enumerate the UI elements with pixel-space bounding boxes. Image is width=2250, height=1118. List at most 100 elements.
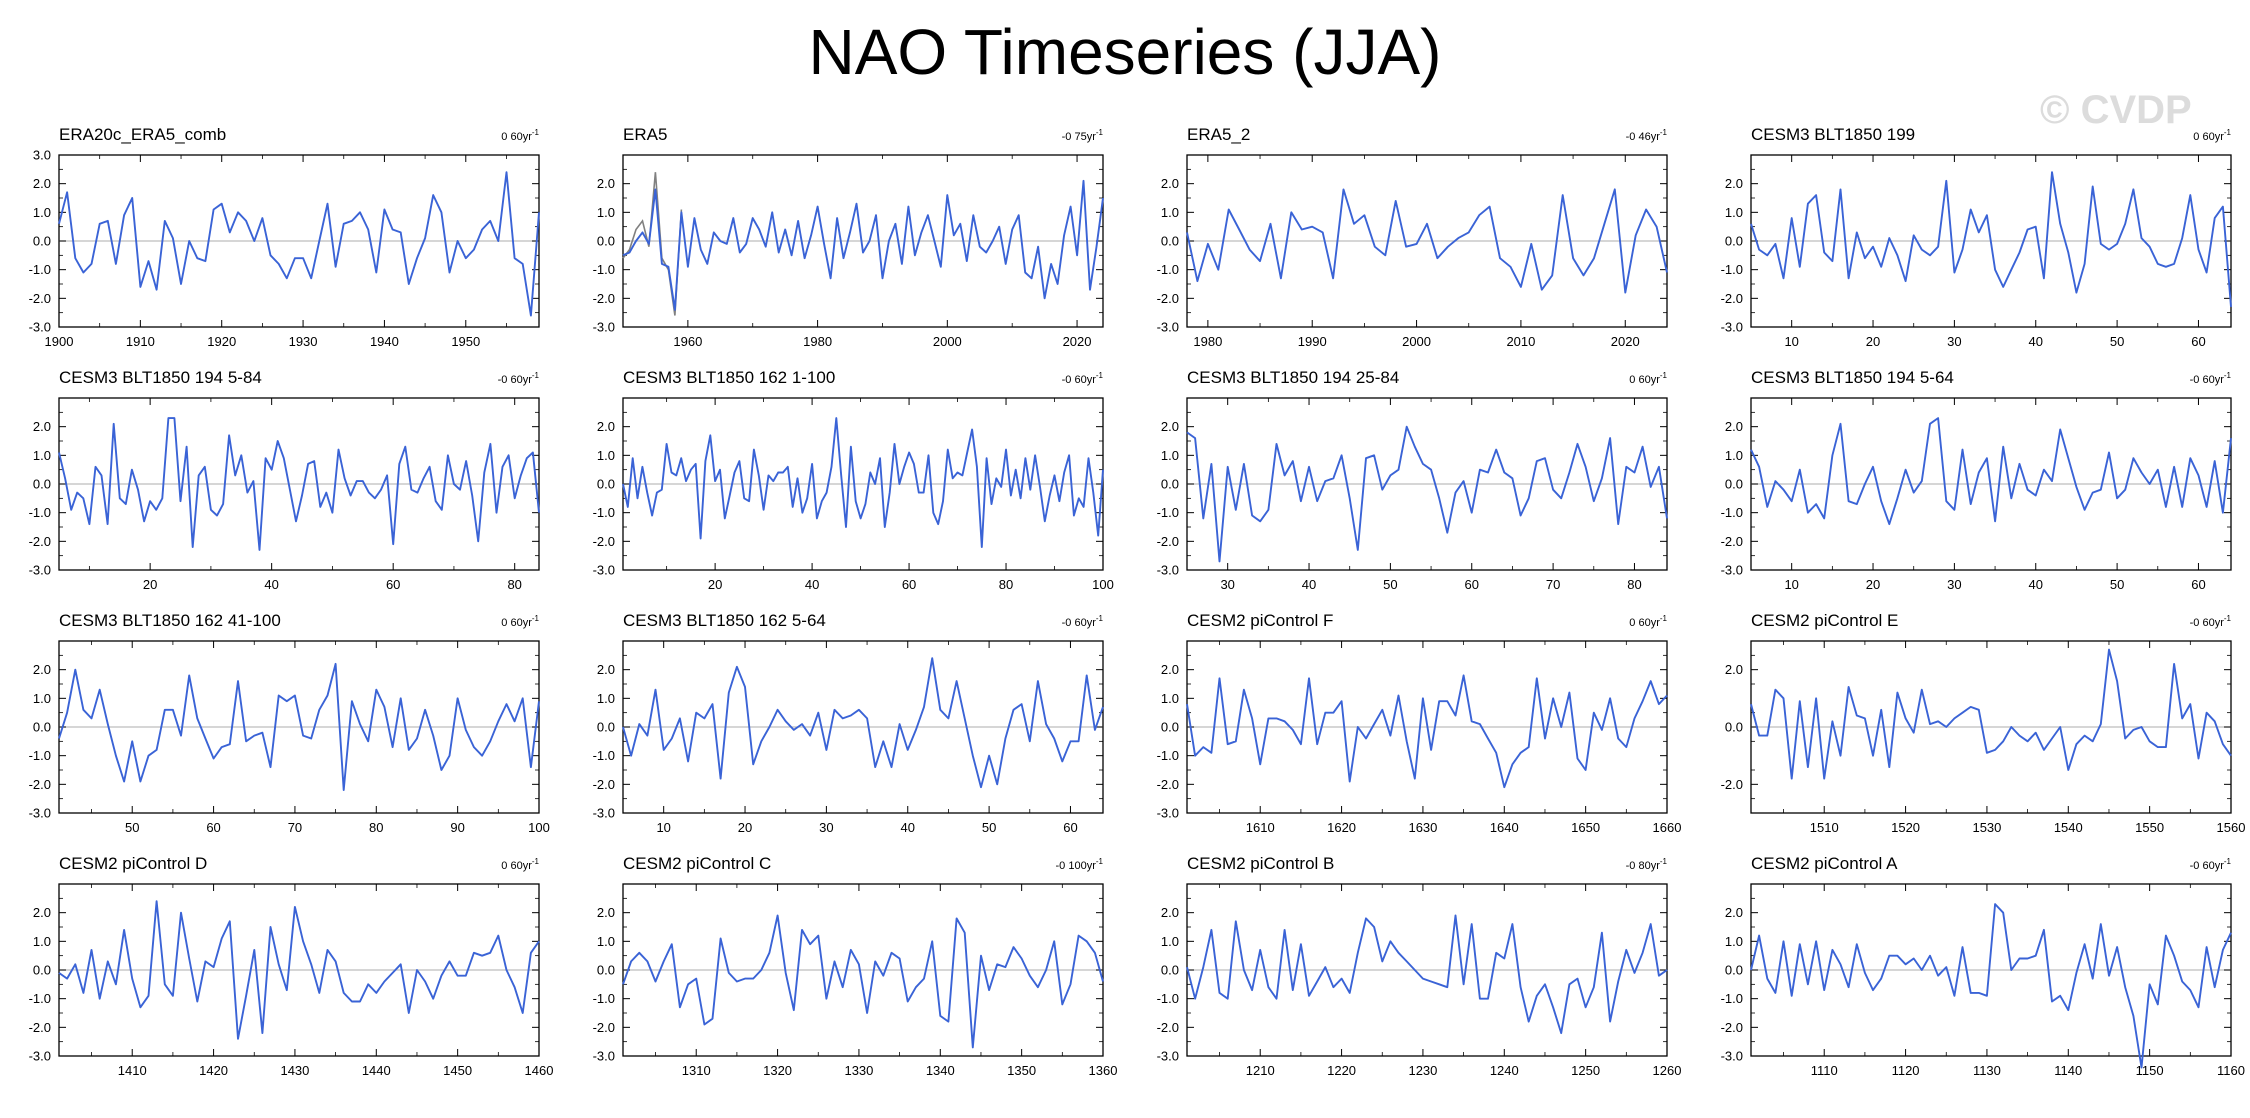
trend-superscript: -1 <box>1660 128 1668 137</box>
x-tick-label: 1510 <box>1810 820 1839 835</box>
y-tick-label: 0.0 <box>1725 234 1743 249</box>
panel-title: CESM2 piControl C <box>623 854 771 873</box>
y-tick-label: -1.0 <box>593 262 615 277</box>
x-tick-label: 60 <box>386 577 400 592</box>
y-tick-label: 1.0 <box>1161 934 1179 949</box>
x-tick-label: 100 <box>528 820 550 835</box>
y-tick-label: -3.0 <box>1157 1049 1179 1064</box>
x-tick-label: 40 <box>901 820 915 835</box>
x-tick-label: 1640 <box>1490 820 1519 835</box>
x-tick-label: 1930 <box>289 334 318 349</box>
panel-trend-label: 0 60yr-1 <box>1629 371 1667 386</box>
x-tick-label: 50 <box>125 820 139 835</box>
y-tick-label: -1.0 <box>1157 262 1179 277</box>
x-tick-label: 20 <box>1866 577 1880 592</box>
chart-panel: ERA5_2 -0 46yr-1 2.0 1.0 0.0 -1.0 -2.0 -3.0 1980… <box>1157 125 1668 349</box>
y-tick-label: -2.0 <box>1157 1020 1179 1035</box>
chart-panel: CESM3 BLT1850 194 5-84 -0 60yr-1 2.0 1.0 0.0… <box>29 368 540 592</box>
y-tick-label: 1.0 <box>1725 205 1743 220</box>
y-tick-label: -2.0 <box>593 777 615 792</box>
y-tick-label: 2.0 <box>1725 176 1743 191</box>
y-tick-label: 2.0 <box>1725 905 1743 920</box>
y-tick-label: 2.0 <box>33 419 51 434</box>
x-tick-label: 10 <box>656 820 670 835</box>
x-tick-label: 1950 <box>451 334 480 349</box>
panel-trend-label: 0 60yr-1 <box>2193 128 2231 143</box>
x-tick-label: 30 <box>1220 577 1234 592</box>
nao-series-line <box>1186 674 1668 789</box>
cvdp-watermark: © CVDP <box>2040 88 2192 132</box>
y-tick-label: -1.0 <box>29 262 51 277</box>
x-tick-label: 20 <box>1866 334 1880 349</box>
nao-series-line <box>1186 188 1668 294</box>
x-tick-label: 80 <box>369 820 383 835</box>
y-tick-label: -2.0 <box>1157 534 1179 549</box>
x-tick-label: 100 <box>1092 577 1114 592</box>
x-tick-label: 1350 <box>1007 1063 1036 1078</box>
x-tick-label: 1410 <box>118 1063 147 1078</box>
panel-trend-label: -0 60yr-1 <box>2190 857 2232 872</box>
nao-series-line <box>1750 648 2232 780</box>
x-tick-label: 40 <box>805 577 819 592</box>
x-tick-label: 1620 <box>1327 820 1356 835</box>
chart-panel: CESM2 piControl A -0 60yr-1 2.0 1.0 0.0 -1.0 -… <box>1721 854 2245 1078</box>
trend-superscript: -1 <box>1660 614 1668 623</box>
y-tick-label: 0.0 <box>33 963 51 978</box>
y-tick-label: -1.0 <box>593 748 615 763</box>
panel-title: CESM3 BLT1850 194 5-84 <box>59 368 262 387</box>
nao-series-line <box>1750 171 2232 307</box>
panel-title: CESM3 BLT1850 199 <box>1751 125 1915 144</box>
y-tick-label: 0.0 <box>597 477 615 492</box>
y-tick-label: -2.0 <box>1721 291 1743 306</box>
x-tick-label: 60 <box>1465 577 1479 592</box>
y-tick-label: -1.0 <box>1721 991 1743 1006</box>
nao-series-line <box>622 417 1104 549</box>
nao-series-line <box>1750 903 2232 1069</box>
y-tick-label: 2.0 <box>33 176 51 191</box>
y-tick-label: 1.0 <box>33 934 51 949</box>
x-tick-label: 2000 <box>1402 334 1431 349</box>
y-tick-label: 1.0 <box>33 448 51 463</box>
y-tick-label: -3.0 <box>1157 320 1179 335</box>
x-tick-label: 10 <box>1784 334 1798 349</box>
y-tick-label: 1.0 <box>597 448 615 463</box>
panel-title: CESM3 BLT1850 162 1-100 <box>623 368 835 387</box>
chart-panel: CESM2 piControl D 0 60yr-1 2.0 1.0 0.0 -1.0 -2… <box>29 854 554 1078</box>
panel-title: CESM3 BLT1850 162 5-64 <box>623 611 826 630</box>
x-tick-label: 90 <box>450 820 464 835</box>
x-tick-label: 1440 <box>362 1063 391 1078</box>
trend-superscript: -1 <box>532 857 540 866</box>
nao-series-line <box>1186 425 1668 563</box>
y-tick-label: -2.0 <box>1721 777 1743 792</box>
x-tick-label: 50 <box>2110 334 2124 349</box>
x-tick-label: 1210 <box>1246 1063 1275 1078</box>
x-tick-label: 60 <box>902 577 916 592</box>
y-tick-label: -3.0 <box>593 563 615 578</box>
panel-trend-label: 0 60yr-1 <box>1629 614 1667 629</box>
y-tick-label: -3.0 <box>1157 806 1179 821</box>
panel-trend-label: -0 60yr-1 <box>2190 614 2232 629</box>
y-tick-label: 0.0 <box>1725 477 1743 492</box>
x-tick-label: 1220 <box>1327 1063 1356 1078</box>
y-tick-label: -3.0 <box>29 563 51 578</box>
x-tick-label: 40 <box>264 577 278 592</box>
y-tick-label: 0.0 <box>597 720 615 735</box>
x-tick-label: 20 <box>143 577 157 592</box>
chart-panel: CESM2 piControl E -0 60yr-1 2.0 0.0 -2.0 1510… <box>1721 611 2246 835</box>
x-tick-label: 1900 <box>45 334 74 349</box>
x-tick-label: 40 <box>2029 577 2043 592</box>
y-tick-label: -1.0 <box>593 991 615 1006</box>
x-tick-label: 1460 <box>525 1063 554 1078</box>
y-tick-label: -2.0 <box>29 777 51 792</box>
x-tick-label: 20 <box>708 577 722 592</box>
x-tick-label: 70 <box>288 820 302 835</box>
x-tick-label: 50 <box>982 820 996 835</box>
y-tick-label: 0.0 <box>1725 720 1743 735</box>
x-tick-label: 1610 <box>1246 820 1275 835</box>
x-tick-label: 40 <box>2029 334 2043 349</box>
chart-panel: CESM2 piControl C -0 100yr-1 2.0 1.0 0.0 -1.0… <box>593 854 1118 1078</box>
x-tick-label: 1240 <box>1490 1063 1519 1078</box>
y-tick-label: 1.0 <box>1725 448 1743 463</box>
panel-title: ERA5_2 <box>1187 125 1250 144</box>
